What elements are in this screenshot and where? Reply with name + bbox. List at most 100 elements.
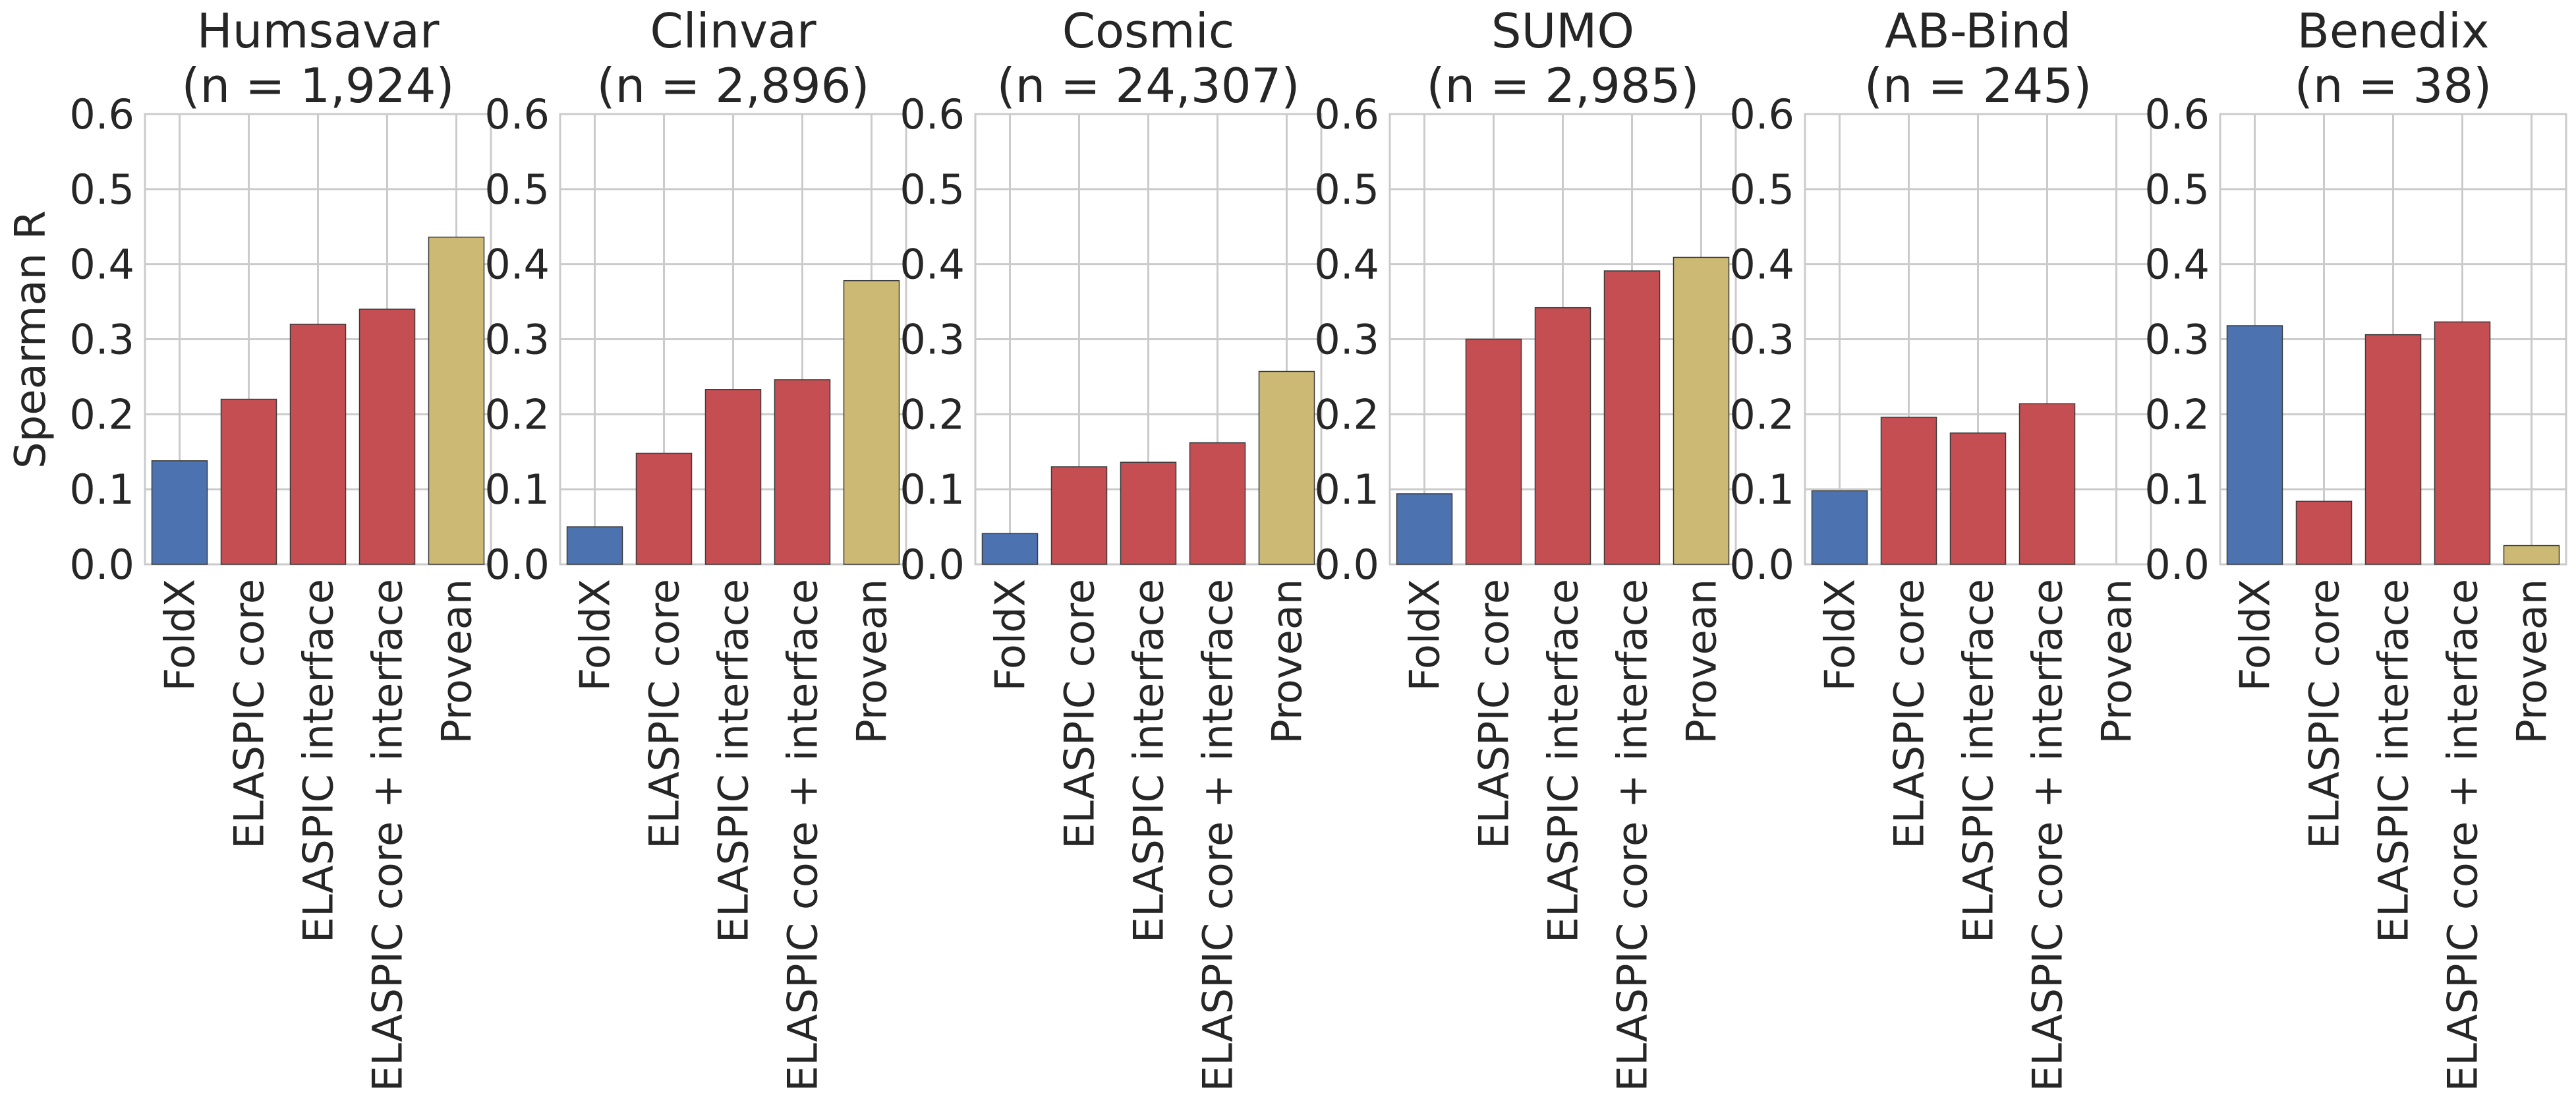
chart-panel: 0.0 0.1 0.2 0.3 0.4 0.5 0.6 FoldX ELASPIC core EL…	[2144, 3, 2567, 1092]
chart-panel: 0.0 0.1 0.2 0.3 0.4 0.5 0.6 FoldX ELASPIC core EL…	[69, 3, 492, 1092]
panel-title: Benedix (n = 38)	[2295, 3, 2492, 113]
bar-elaspic-core	[220, 398, 277, 565]
y-tick-label: 0.0	[69, 541, 134, 589]
bar-foldx	[566, 526, 623, 565]
bar-foldx	[1396, 493, 1453, 565]
bar-provean	[2503, 545, 2560, 565]
x-tick-label: ELASPIC core	[641, 579, 689, 849]
bar-elaspic-core-interface	[2434, 321, 2491, 565]
panel-title-line: (n = 2,985)	[1426, 58, 1699, 113]
x-tick-label: Provean	[2093, 579, 2141, 744]
y-tick-label: 0.0	[900, 541, 965, 589]
chart-panel: 0.0 0.1 0.2 0.3 0.4 0.5 0.6 FoldX ELASPIC core EL…	[900, 3, 1323, 1092]
panel-title: Humsavar (n = 1,924)	[181, 3, 454, 113]
x-tick-label: ELASPIC core + interface	[779, 579, 827, 1092]
x-tick-label: ELASPIC core + interface	[1609, 579, 1657, 1092]
y-tick-label: 0.4	[900, 241, 965, 289]
bar-elaspic-interface	[1949, 432, 2007, 565]
bar-provean	[1673, 256, 1730, 565]
x-tick-label: FoldX	[1816, 579, 1864, 691]
x-tick-label: ELASPIC core	[225, 579, 273, 849]
x-tick-label: ELASPIC interface	[2370, 579, 2418, 943]
x-tick-label: ELASPIC core	[2301, 579, 2349, 849]
y-tick-label: 0.0	[2144, 541, 2210, 589]
y-tick-label: 0.5	[900, 165, 965, 214]
y-tick-label: 0.2	[2144, 390, 2210, 438]
x-tick-label: Provean	[848, 579, 896, 744]
bar-elaspic-core	[2295, 500, 2353, 565]
x-tick-label: ELASPIC core + interface	[364, 579, 412, 1092]
y-tick-label: 0.5	[1314, 165, 1379, 214]
panel-title-line: (n = 24,307)	[997, 58, 1300, 113]
panel-title-line: Benedix	[2297, 3, 2490, 59]
y-tick-label: 0.3	[900, 316, 965, 364]
y-tick-label: 0.1	[69, 465, 134, 514]
y-tick-label: 0.0	[1729, 541, 1794, 589]
panel-title-line: SUMO	[1491, 3, 1634, 59]
bar-provean	[1258, 371, 1315, 565]
y-tick-label: 0.3	[2144, 316, 2210, 364]
panel-title: AB-Bind (n = 245)	[1864, 3, 2092, 113]
y-tick-label: 0.5	[1729, 165, 1794, 214]
x-tick-label: ELASPIC interface	[1539, 579, 1588, 943]
y-tick-label: 0.1	[484, 465, 550, 514]
y-tick-label: 0.4	[1314, 241, 1379, 289]
bar-elaspic-core	[1465, 338, 1522, 565]
y-tick-label: 0.4	[484, 241, 550, 289]
chart-panels: 0.0 0.1 0.2 0.3 0.4 0.5 0.6 FoldX ELASPIC core EL…	[69, 3, 2567, 1092]
y-tick-label: 0.2	[1314, 390, 1379, 438]
x-tick-label: ELASPIC core	[1056, 579, 1104, 849]
y-tick-label: 0.4	[1729, 241, 1794, 289]
y-tick-label: 0.4	[2144, 241, 2210, 289]
panel-title-line: AB-Bind	[1885, 3, 2071, 59]
panel-title-line: (n = 2,896)	[596, 58, 869, 113]
y-tick-label: 0.6	[2144, 90, 2210, 138]
panel-title-line: (n = 245)	[1864, 58, 2092, 113]
panel-title-line: Clinvar	[650, 3, 816, 59]
chart-panel: 0.0 0.1 0.2 0.3 0.4 0.5 0.6 FoldX ELASPIC core EL…	[1314, 3, 1737, 1092]
x-tick-label: Provean	[1263, 579, 1311, 744]
chart-panel: 0.0 0.1 0.2 0.3 0.4 0.5 0.6 FoldX ELASPIC core EL…	[484, 3, 907, 1092]
y-tick-label: 0.2	[1729, 390, 1794, 438]
panel-title-line: (n = 38)	[2295, 58, 2492, 113]
y-tick-label: 0.4	[69, 241, 134, 289]
bar-elaspic-core-interface	[774, 379, 831, 565]
panel-title-line: Cosmic	[1062, 3, 1235, 59]
y-tick-label: 0.6	[1729, 90, 1794, 138]
bar-foldx	[1811, 490, 1868, 565]
chart-panel: 0.0 0.1 0.2 0.3 0.4 0.5 0.6 FoldX ELASPIC core EL…	[1729, 3, 2152, 1092]
y-tick-label: 0.3	[1314, 316, 1379, 364]
x-tick-label: ELASPIC interface	[710, 579, 758, 943]
panel-title-line: (n = 1,924)	[181, 58, 454, 113]
bar-elaspic-core-interface	[2018, 403, 2076, 565]
x-tick-label: ELASPIC interface	[1955, 579, 2003, 943]
y-tick-label: 0.2	[484, 390, 550, 438]
y-tick-label: 0.6	[900, 90, 965, 138]
bar-elaspic-core	[1880, 417, 1937, 565]
x-tick-label: ELASPIC interface	[1125, 579, 1173, 943]
panel-title: Clinvar (n = 2,896)	[596, 3, 869, 113]
panel-title: SUMO (n = 2,985)	[1426, 3, 1699, 113]
y-tick-label: 0.1	[1729, 465, 1794, 514]
bar-foldx	[151, 460, 208, 565]
bar-foldx	[981, 533, 1039, 565]
x-tick-label: FoldX	[2231, 579, 2279, 691]
y-tick-label: 0.6	[1314, 90, 1379, 138]
y-tick-label: 0.5	[2144, 165, 2210, 214]
y-tick-label: 0.3	[69, 316, 134, 364]
panel-title: Cosmic (n = 24,307)	[997, 3, 1300, 113]
x-tick-label: ELASPIC interface	[295, 579, 343, 943]
x-tick-label: Provean	[433, 579, 481, 744]
bar-elaspic-core-interface	[1603, 270, 1661, 565]
x-tick-label: Provean	[2508, 579, 2556, 744]
bar-provean	[428, 236, 485, 565]
bar-elaspic-interface	[1120, 461, 1177, 565]
bar-elaspic-interface	[2364, 334, 2422, 565]
x-tick-label: ELASPIC core	[1470, 579, 1518, 849]
bar-elaspic-core-interface	[1189, 442, 1246, 565]
x-tick-label: ELASPIC core	[1885, 579, 1933, 849]
y-tick-label: 0.3	[484, 316, 550, 364]
y-tick-label: 0.0	[484, 541, 550, 589]
y-tick-label: 0.0	[1314, 541, 1379, 589]
